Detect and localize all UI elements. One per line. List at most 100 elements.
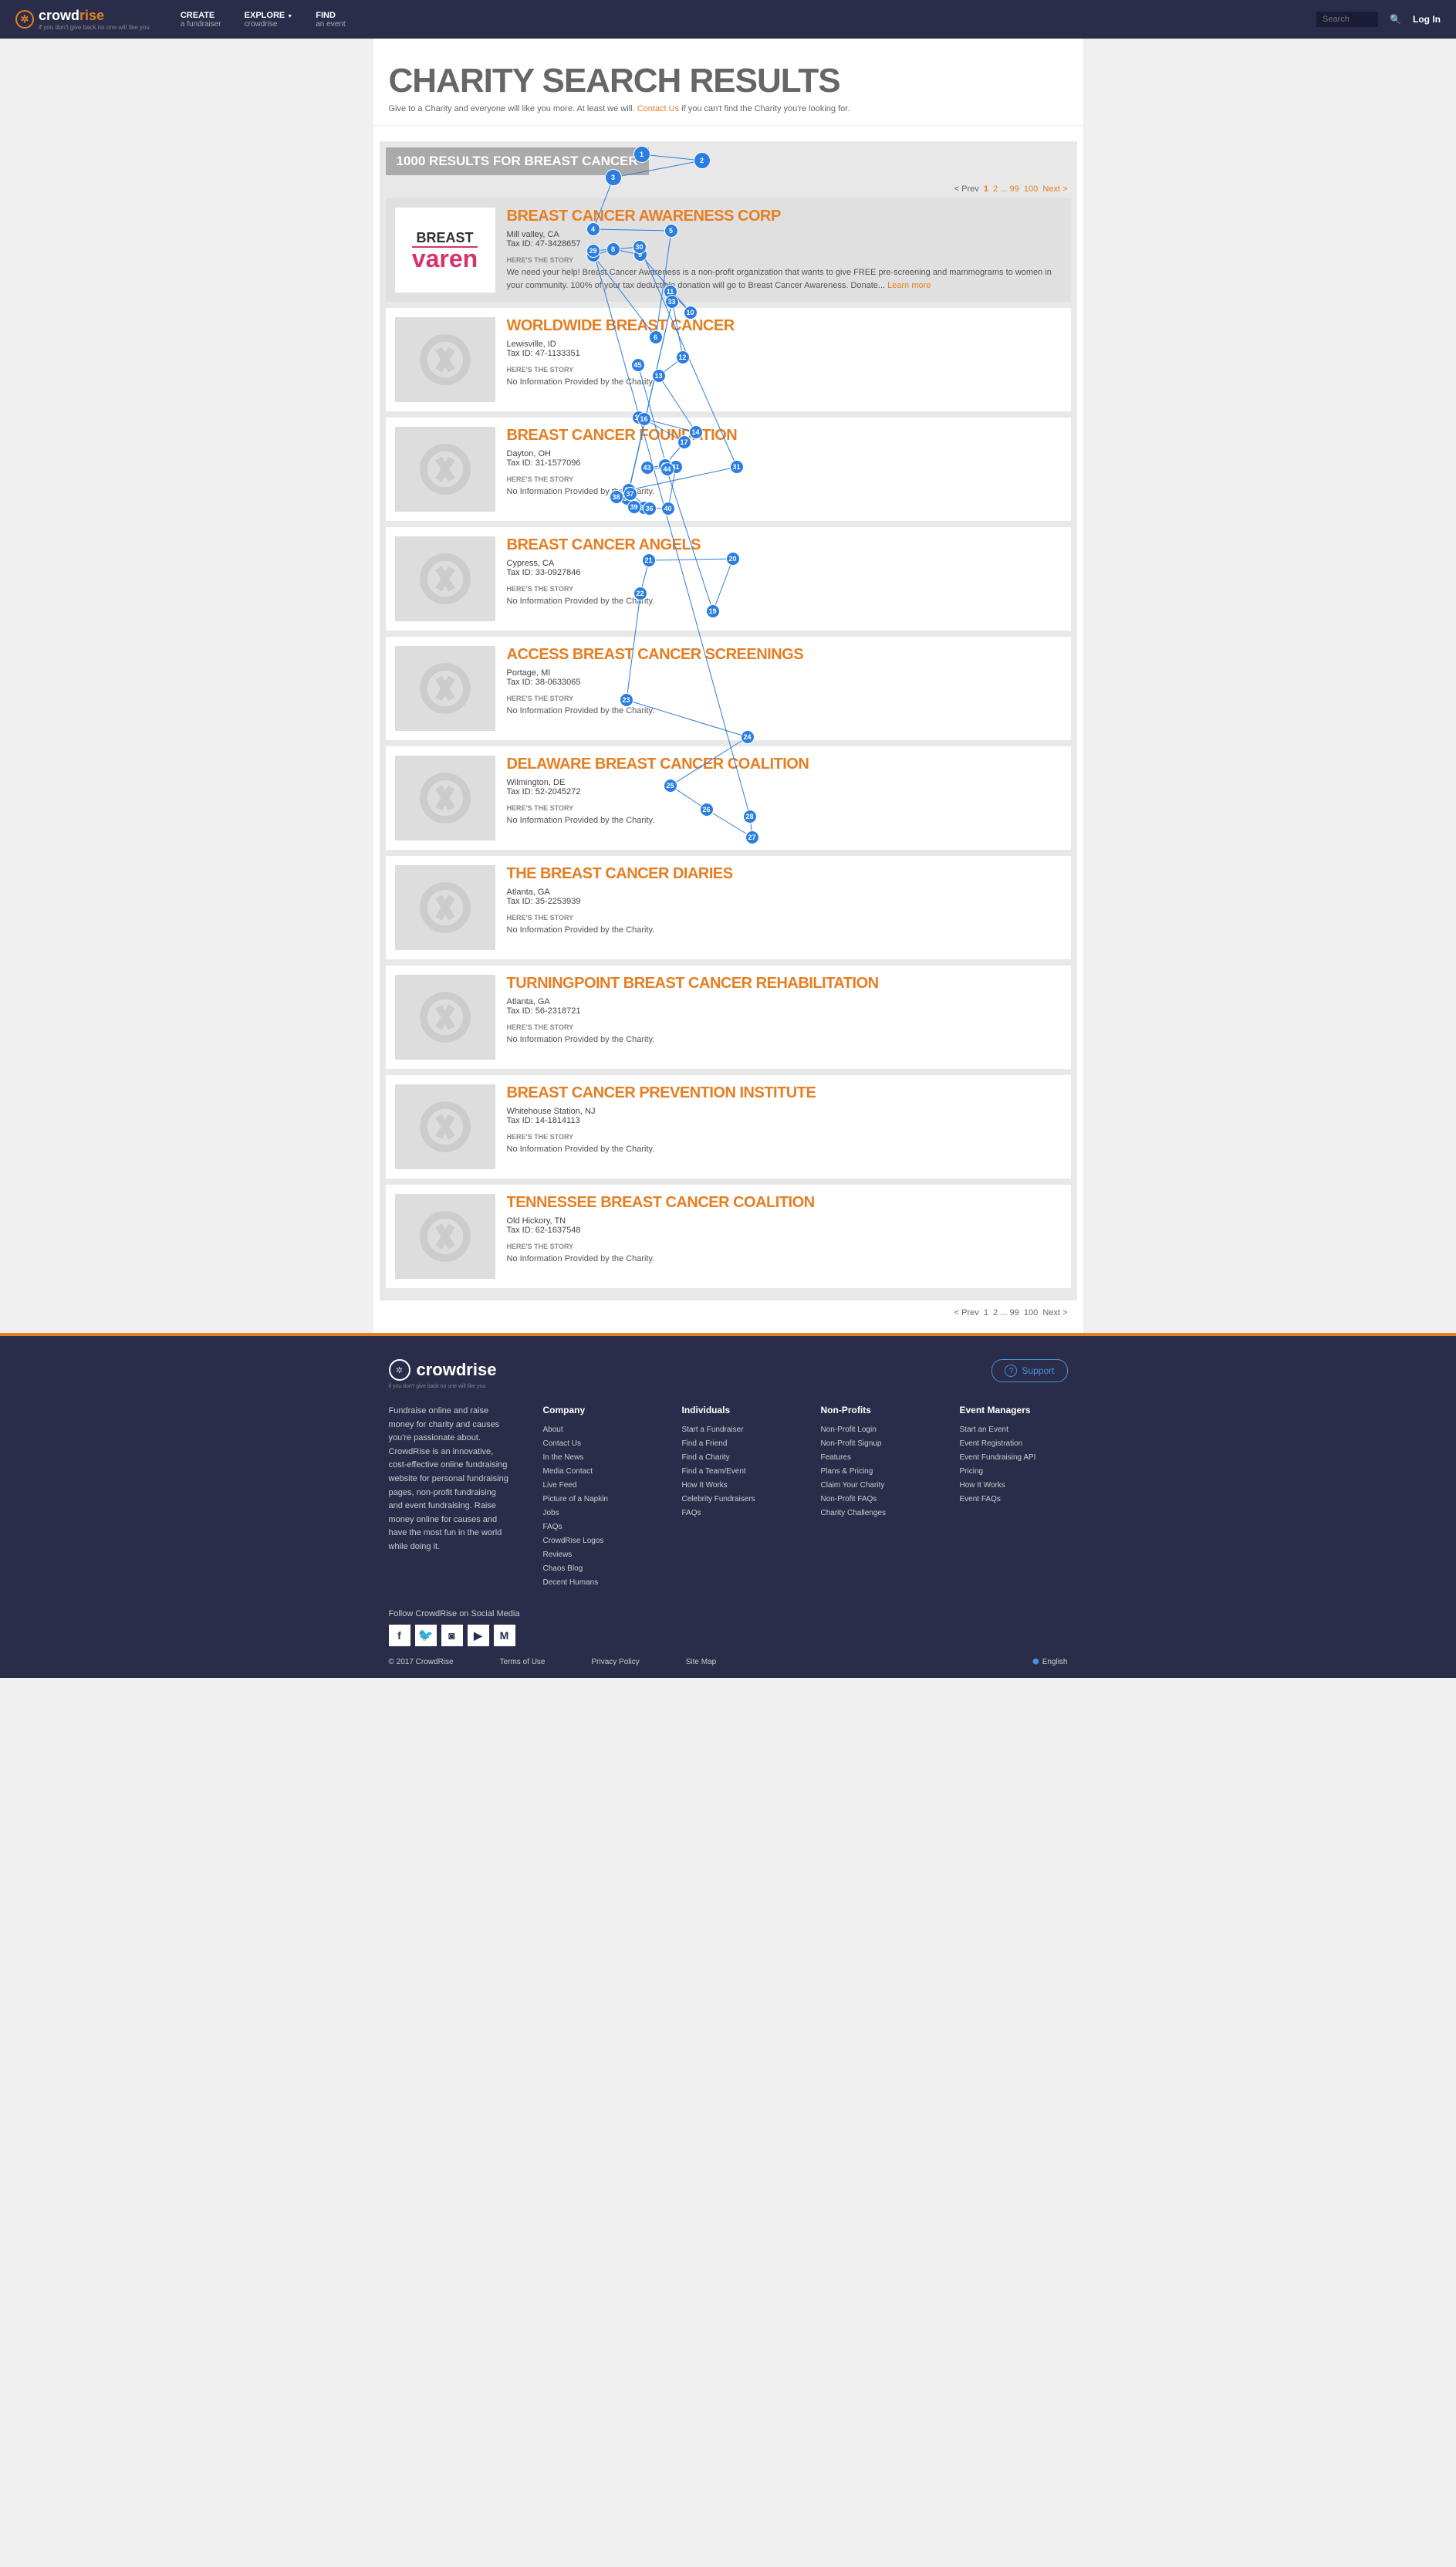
learn-more-link[interactable]: Learn more <box>887 281 931 290</box>
result-title[interactable]: TENNESSEE BREAST CANCER COALITION <box>507 1194 1062 1212</box>
result-title[interactable]: THE BREAST CANCER DIARIES <box>507 865 1062 883</box>
footer-link[interactable]: Jobs <box>543 1507 651 1520</box>
footer-link[interactable]: Media Contact <box>543 1465 651 1479</box>
footer-link[interactable]: Reviews <box>543 1548 651 1562</box>
search-icon[interactable]: 🔍 <box>1390 14 1401 25</box>
result-tax-id: Tax ID: 35-2253939 <box>507 897 1062 906</box>
sitemap-link[interactable]: Site Map <box>686 1658 716 1666</box>
result-title[interactable]: ACCESS BREAST CANCER SCREENINGS <box>507 646 1062 664</box>
twitter-icon[interactable]: 🐦 <box>415 1625 437 1646</box>
footer-link[interactable]: Charity Challenges <box>821 1507 929 1520</box>
footer-link[interactable]: In the News <box>543 1451 651 1465</box>
page-99-b[interactable]: 99 <box>1010 1308 1019 1317</box>
page-99[interactable]: 99 <box>1010 184 1019 194</box>
result-title[interactable]: BREAST CANCER AWARENESS CORP <box>507 208 1062 225</box>
footer-col: Individuals Start a FundraiserFind a Frie… <box>682 1405 790 1590</box>
result-card[interactable]: TURNINGPOINT BREAST CANCER REHABILITATIO… <box>386 966 1071 1069</box>
footer-link[interactable]: Claim Your Charity <box>821 1479 929 1493</box>
result-title[interactable]: TURNINGPOINT BREAST CANCER REHABILITATIO… <box>507 975 1062 993</box>
footer-link[interactable]: Features <box>821 1451 929 1465</box>
result-title[interactable]: WORLDWIDE BREAST CANCER <box>507 317 1062 335</box>
result-title[interactable]: DELAWARE BREAST CANCER COALITION <box>507 756 1062 773</box>
result-title[interactable]: BREAST CANCER ANGELS <box>507 536 1062 554</box>
result-card[interactable]: BREAST CANCER PREVENTION INSTITUTEWhiteh… <box>386 1075 1071 1179</box>
nav-create[interactable]: CREATEa fundraiser <box>181 11 221 29</box>
page-2[interactable]: 2 <box>993 184 998 194</box>
result-card[interactable]: BREAST CANCER ANGELSCypress, CATax ID: 3… <box>386 527 1071 631</box>
result-tax-id: Tax ID: 31-1577096 <box>507 458 1062 468</box>
footer-link[interactable]: FAQs <box>682 1507 790 1520</box>
youtube-icon[interactable]: ▶ <box>468 1625 489 1646</box>
results-area: 1000 RESULTS FOR BREAST CANCER < Prev 1 … <box>380 141 1077 1300</box>
footer-link[interactable]: Non-Profit FAQs <box>821 1493 929 1507</box>
footer-logo[interactable]: ✲ crowdrise <box>389 1359 497 1381</box>
page-1-b[interactable]: 1 <box>984 1308 988 1317</box>
footer-link[interactable]: CrowdRise Logos <box>543 1534 651 1548</box>
footer-link[interactable]: Chaos Blog <box>543 1562 651 1576</box>
social-label: Follow CrowdRise on Social Media <box>389 1609 1068 1618</box>
next-link-b[interactable]: Next > <box>1042 1308 1067 1317</box>
footer-link[interactable]: Live Feed <box>543 1479 651 1493</box>
footer-link[interactable]: Plans & Pricing <box>821 1465 929 1479</box>
footer-link[interactable]: Contact Us <box>543 1437 651 1451</box>
result-story: No Information Provided by the Charity. <box>507 924 1062 937</box>
footer-link[interactable]: How It Works <box>682 1479 790 1493</box>
copyright: © 2017 CrowdRise <box>389 1658 454 1666</box>
page-1[interactable]: 1 <box>984 184 988 194</box>
result-thumb <box>395 1084 495 1169</box>
search-input[interactable] <box>1316 12 1378 27</box>
logo[interactable]: ✲ crowdrise if you don't give back no on… <box>15 8 150 31</box>
result-card[interactable]: WORLDWIDE BREAST CANCERLewisville, IDTax… <box>386 308 1071 411</box>
footer-link[interactable]: About <box>543 1423 651 1437</box>
prev-link[interactable]: < Prev <box>954 184 979 194</box>
contact-us-link[interactable]: Contact Us <box>637 104 679 113</box>
page-100-b[interactable]: 100 <box>1024 1308 1038 1317</box>
footer-link[interactable]: Decent Humans <box>543 1576 651 1590</box>
result-story: No Information Provided by the Charity. <box>507 485 1062 499</box>
footer-link[interactable]: FAQs <box>543 1520 651 1534</box>
result-story: No Information Provided by the Charity. <box>507 376 1062 389</box>
page-2-b[interactable]: 2 <box>993 1308 998 1317</box>
medium-icon[interactable]: M <box>494 1625 515 1646</box>
result-card[interactable]: BREAST CANCER FOUNDATIONDayton, OHTax ID… <box>386 418 1071 521</box>
footer-link[interactable]: Celebrity Fundraisers <box>682 1493 790 1507</box>
facebook-icon[interactable]: f <box>389 1625 410 1646</box>
lang-selector[interactable]: ⬢ English <box>1032 1658 1068 1666</box>
footer-col-title: Individuals <box>682 1405 790 1415</box>
result-card[interactable]: ACCESS BREAST CANCER SCREENINGSPortage, … <box>386 637 1071 740</box>
footer-link[interactable]: Find a Friend <box>682 1437 790 1451</box>
footer-link[interactable]: Find a Team/Event <box>682 1465 790 1479</box>
support-button[interactable]: ? Support <box>991 1359 1067 1382</box>
result-title[interactable]: BREAST CANCER PREVENTION INSTITUTE <box>507 1084 1062 1102</box>
footer-link[interactable]: Non-Profit Signup <box>821 1437 929 1451</box>
pagination-bottom: < Prev 1 2 ... 99 100 Next > <box>373 1300 1083 1325</box>
result-card[interactable]: DELAWARE BREAST CANCER COALITIONWilmingt… <box>386 746 1071 850</box>
footer-link[interactable]: How It Works <box>960 1479 1068 1493</box>
footer-link[interactable]: Start an Event <box>960 1423 1068 1437</box>
page-100[interactable]: 100 <box>1024 184 1038 194</box>
header: ✲ crowdrise if you don't give back no on… <box>0 0 1456 39</box>
footer-link[interactable]: Start a Fundraiser <box>682 1423 790 1437</box>
page-title: CHARITY SEARCH RESULTS <box>373 62 1083 100</box>
footer-link[interactable]: Pricing <box>960 1465 1068 1479</box>
footer-link[interactable]: Event Fundraising API <box>960 1451 1068 1465</box>
instagram-icon[interactable]: ◙ <box>441 1625 463 1646</box>
footer-link[interactable]: Non-Profit Login <box>821 1423 929 1437</box>
prev-link-b[interactable]: < Prev <box>954 1308 979 1317</box>
next-link[interactable]: Next > <box>1042 184 1067 194</box>
nav-explore[interactable]: EXPLORE ▼crowdrise <box>245 11 293 29</box>
terms-link[interactable]: Terms of Use <box>500 1658 546 1666</box>
nav-find[interactable]: FINDan event <box>316 11 345 29</box>
result-card[interactable]: BREASTvarenBREAST CANCER AWARENESS CORPM… <box>386 198 1071 302</box>
result-title[interactable]: BREAST CANCER FOUNDATION <box>507 427 1062 445</box>
login-link[interactable]: Log In <box>1413 14 1441 25</box>
privacy-link[interactable]: Privacy Policy <box>591 1658 639 1666</box>
main-container: CHARITY SEARCH RESULTS Give to a Charity… <box>373 39 1083 1333</box>
result-card[interactable]: THE BREAST CANCER DIARIESAtlanta, GATax … <box>386 856 1071 959</box>
footer-link[interactable]: Event FAQs <box>960 1493 1068 1507</box>
footer-link[interactable]: Event Registration <box>960 1437 1068 1451</box>
footer-link[interactable]: Picture of a Napkin <box>543 1493 651 1507</box>
footer-link[interactable]: Find a Charity <box>682 1451 790 1465</box>
logo-text: crowdrise <box>39 8 150 24</box>
result-card[interactable]: TENNESSEE BREAST CANCER COALITIONOld Hic… <box>386 1185 1071 1288</box>
